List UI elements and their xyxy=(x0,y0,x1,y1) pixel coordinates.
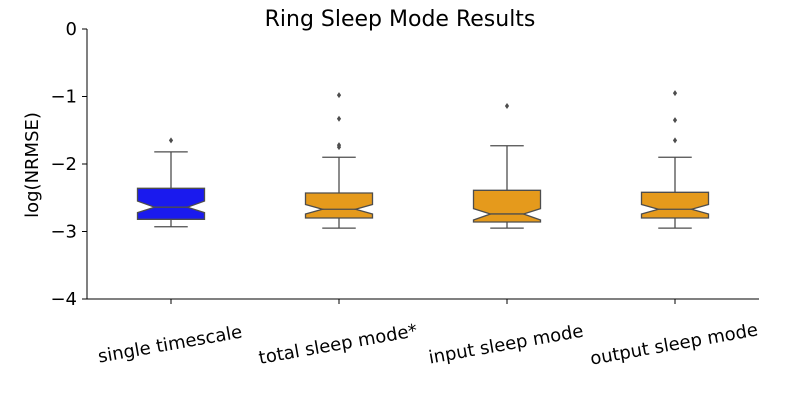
x-tick-label: total sleep mode* xyxy=(257,320,419,369)
box-group xyxy=(640,90,710,229)
y-axis-label: log(NRMSE) xyxy=(22,112,43,218)
outlier-point xyxy=(336,92,342,99)
x-ticks: single timescale total sleep mode* input s… xyxy=(96,299,759,370)
box-body xyxy=(304,192,374,219)
outlier-point xyxy=(672,90,678,97)
box-group xyxy=(472,102,542,229)
outlier-point xyxy=(168,137,174,144)
box-group xyxy=(304,92,374,229)
box-group xyxy=(136,137,206,228)
y-tick-label: 0 xyxy=(66,19,77,40)
chart-title: Ring Sleep Mode Results xyxy=(265,7,536,32)
x-tick-label: single timescale xyxy=(96,322,243,368)
y-ticks: 0 −1 −2 −3 −4 xyxy=(50,19,87,310)
box-body xyxy=(136,187,206,220)
outlier-point xyxy=(336,144,342,151)
box-body xyxy=(472,189,542,223)
y-tick-label: −3 xyxy=(50,222,77,243)
x-tick-label: input sleep mode xyxy=(427,321,585,369)
box-body xyxy=(640,191,710,219)
y-tick-label: −4 xyxy=(50,289,77,310)
x-tick-label: output sleep mode xyxy=(589,319,760,369)
y-tick-label: −1 xyxy=(50,87,77,108)
outlier-point xyxy=(504,102,510,109)
outlier-point xyxy=(672,117,678,124)
boxes xyxy=(136,90,710,229)
y-tick-label: −2 xyxy=(50,154,77,175)
outlier-point xyxy=(336,115,342,122)
outlier-point xyxy=(672,137,678,144)
